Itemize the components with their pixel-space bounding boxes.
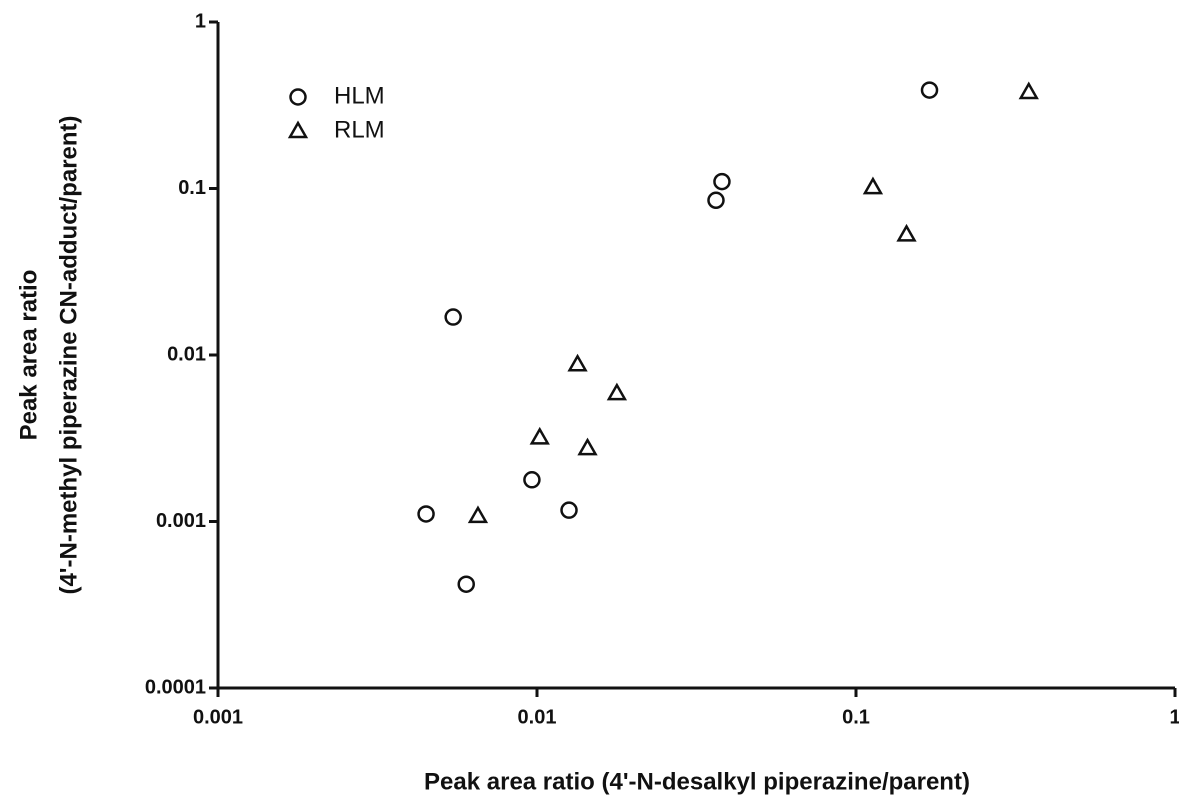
data-point [444,308,462,326]
x-tick-label: 0.01 [518,706,557,728]
data-point [896,223,917,242]
data-point [529,426,550,445]
legend-marker [289,88,307,106]
data-point [713,172,731,191]
data-point [1018,81,1039,100]
y-axis-title: Peak area ratio [15,270,42,441]
legend-label: RLM [334,116,385,143]
y-tick-label: 0.1 [178,177,206,199]
data-point [707,191,725,210]
legend-marker [287,120,309,139]
y-axis-title: (4'-N-methyl piperazine CN-adduct/parent… [55,115,82,594]
data-point [457,575,475,593]
x-axis-title: Peak area ratio (4'-N-desalkyl piperazin… [424,768,970,795]
data-point [606,382,628,401]
data-point [920,81,939,99]
y-tick-label: 0.001 [156,510,206,532]
data-point [577,437,598,456]
y-tick-label: 0.01 [167,343,206,365]
x-tick-label: 0.1 [842,706,870,728]
y-tick-label: 0.0001 [145,676,206,698]
data-point [467,505,489,524]
x-tick-label: 0.001 [193,706,243,728]
legend-label: HLM [334,82,385,109]
data-point [523,471,541,489]
data-point [417,505,435,523]
data-point [567,353,588,372]
data-point [862,176,884,195]
y-tick-label: 1 [195,10,206,32]
data-point [560,501,578,519]
x-tick-label: 1 [1169,706,1179,728]
